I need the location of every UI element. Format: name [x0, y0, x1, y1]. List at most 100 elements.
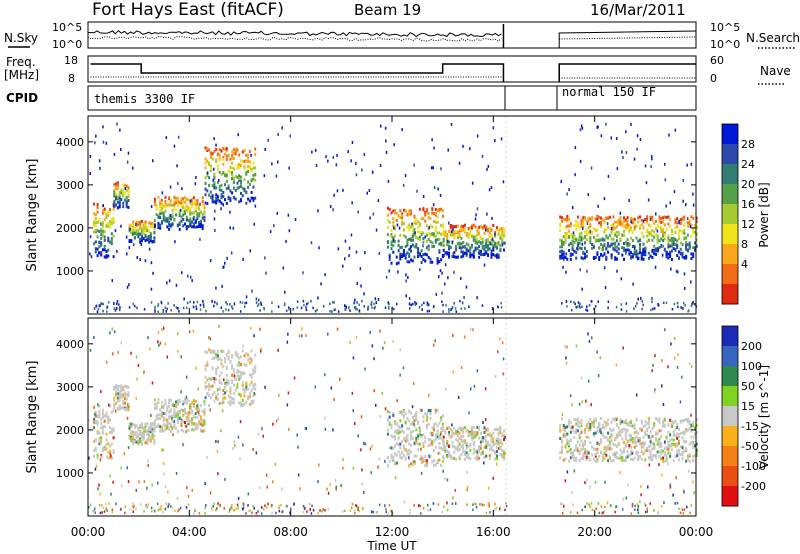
- echo-cell: [568, 224, 571, 228]
- echo-cell: [222, 399, 225, 403]
- echo-cell: [240, 159, 242, 163]
- echo-cell: [277, 133, 279, 136]
- echo-cell: [662, 449, 665, 453]
- echo-cell: [120, 484, 123, 488]
- echo-cell: [196, 425, 199, 429]
- echo-cell: [100, 251, 103, 254]
- echo-cell: [411, 234, 414, 238]
- velocity-scatter: [88, 318, 698, 516]
- echo-cell: [597, 374, 600, 377]
- echo-cell: [575, 456, 578, 460]
- echo-cell: [182, 206, 185, 210]
- echo-cell: [196, 406, 199, 410]
- echo-cell: [678, 458, 680, 462]
- echo-cell: [187, 209, 190, 213]
- echo-cell: [182, 218, 185, 221]
- echo-cell: [624, 428, 627, 432]
- echo-cell: [592, 421, 595, 424]
- echo-cell: [128, 229, 131, 233]
- echo-cell: [245, 191, 248, 194]
- echo-cell: [453, 251, 456, 255]
- echo-cell: [421, 303, 423, 307]
- echo-cell: [436, 209, 439, 212]
- echo-cell: [661, 359, 663, 363]
- echo-cell: [434, 339, 436, 343]
- echo-cell: [691, 302, 693, 306]
- echo-cell: [575, 344, 578, 348]
- echo-cell: [187, 206, 190, 210]
- echo-cell: [207, 392, 209, 395]
- echo-cell: [624, 437, 627, 441]
- echo-cell: [200, 220, 202, 223]
- echo-cell: [225, 389, 228, 393]
- echo-cell: [667, 462, 669, 466]
- echo-cell: [422, 237, 425, 241]
- echo-cell: [351, 141, 354, 144]
- echo-cell: [476, 134, 479, 138]
- echo-cell: [392, 455, 395, 459]
- echo-cell: [451, 440, 454, 444]
- echo-cell: [633, 252, 636, 256]
- echo-cell: [319, 509, 321, 512]
- echo-cell: [392, 340, 394, 343]
- echo-cell: [586, 478, 588, 482]
- echo-cell: [476, 232, 479, 236]
- echo-cell: [233, 374, 236, 378]
- echo-cell: [350, 159, 352, 163]
- echo-cell: [278, 506, 280, 509]
- echo-cell: [218, 324, 220, 328]
- echo-cell: [683, 508, 686, 511]
- echo-cell: [635, 440, 638, 444]
- echo-cell: [469, 251, 472, 255]
- echo-cell: [584, 230, 586, 234]
- echo-cell: [694, 454, 696, 458]
- echo-cell: [380, 124, 382, 128]
- echo-cell: [674, 444, 677, 448]
- echo-cell: [253, 392, 255, 395]
- echo-cell: [635, 450, 638, 454]
- echo-cell: [124, 384, 126, 388]
- echo-cell: [252, 386, 255, 390]
- echo-cell: [236, 363, 239, 367]
- echo-cell: [469, 448, 472, 452]
- echo-cell: [596, 252, 599, 256]
- echo-cell: [229, 359, 232, 363]
- echo-cell: [430, 166, 433, 170]
- echo-cell: [503, 451, 505, 455]
- echo-cell: [440, 436, 443, 440]
- echo-cell: [250, 169, 253, 173]
- echo-cell: [582, 454, 585, 458]
- echo-cell: [240, 401, 242, 405]
- echo-cell: [408, 209, 411, 213]
- echo-cell: [238, 165, 241, 169]
- echo-cell: [646, 219, 649, 222]
- echo-cell: [450, 308, 452, 312]
- echo-cell: [425, 462, 428, 466]
- echo-cell: [107, 236, 110, 240]
- echo-cell: [662, 239, 665, 242]
- echo-cell: [665, 204, 667, 208]
- echo-cell: [610, 237, 613, 241]
- echo-cell: [448, 247, 450, 251]
- echo-cell: [130, 351, 132, 355]
- echo-cell: [126, 252, 128, 256]
- echo-cell: [150, 261, 153, 265]
- freq-axis-tick-top: 18: [64, 54, 78, 67]
- echo-cell: [472, 433, 475, 437]
- echo-cell: [606, 501, 609, 505]
- echo-cell: [329, 205, 332, 208]
- echo-cell: [686, 458, 689, 462]
- echo-cell: [575, 220, 578, 224]
- echo-cell: [209, 377, 212, 381]
- echo-cell: [248, 199, 251, 203]
- echo-cell: [642, 257, 645, 261]
- echo-cell: [93, 439, 96, 443]
- echo-cell: [578, 402, 581, 406]
- echo-cell: [194, 207, 197, 211]
- echo-cell: [164, 418, 167, 422]
- echo-cell: [254, 196, 257, 200]
- echo-cell: [417, 420, 420, 424]
- echo-cell: [105, 255, 108, 259]
- echo-cell: [578, 452, 581, 455]
- echo-cell: [660, 217, 663, 221]
